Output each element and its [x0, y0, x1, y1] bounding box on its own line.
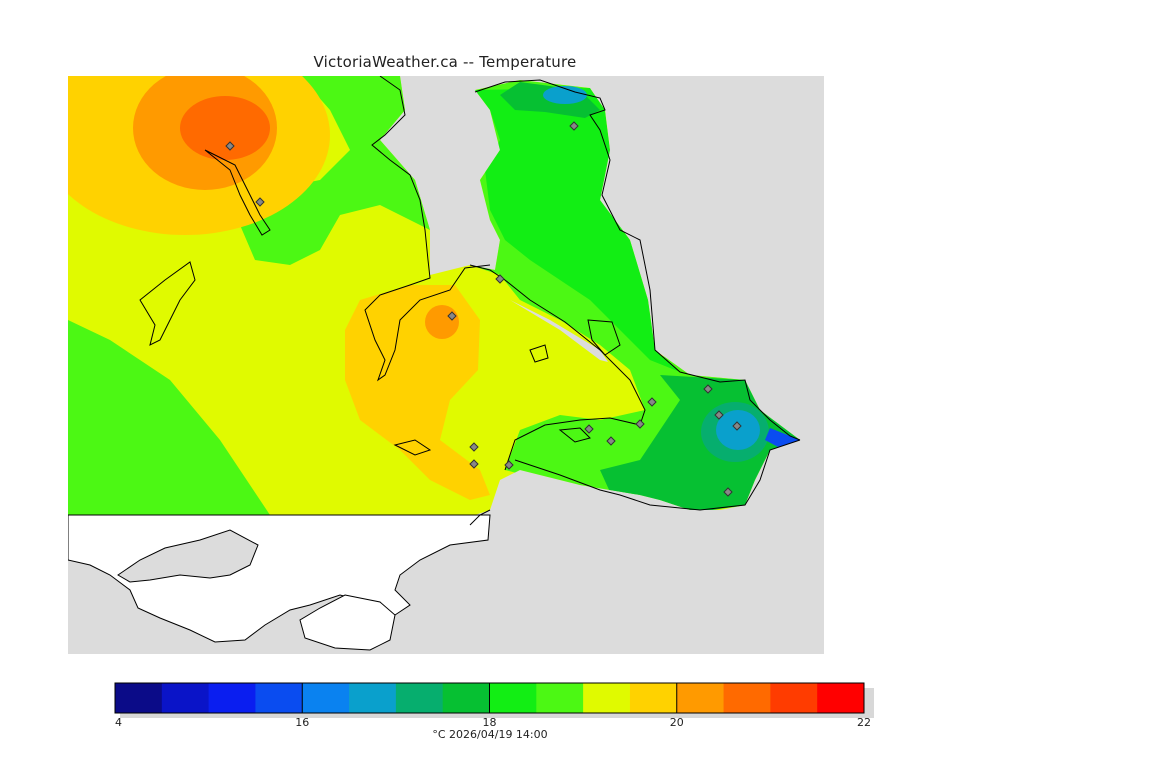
colorbar-swatch [208, 683, 256, 713]
station-marker [635, 419, 645, 429]
colorbar-swatch [115, 683, 163, 713]
station-marker [723, 487, 733, 497]
colorbar-swatch [629, 683, 678, 713]
station-marker [225, 141, 235, 151]
southern-inlet [117, 529, 259, 583]
colorbar-tick-label: 16 [295, 716, 309, 728]
station-marker [495, 274, 505, 284]
colorbar-swatch [676, 683, 725, 713]
station-marker [469, 442, 479, 452]
station-marker [569, 121, 579, 131]
colorbar-swatch [255, 683, 303, 713]
colorbar-caption: °C 2026/04/19 14:00 [432, 728, 548, 741]
colorbar-swatch [770, 683, 818, 713]
station-marker [647, 397, 657, 407]
station-marker [504, 460, 514, 470]
station-marker [255, 197, 265, 207]
colorbar-swatch [489, 683, 537, 713]
station-marker [447, 311, 457, 321]
colorbar-swatch [536, 683, 584, 713]
colorbar-tick-label: 22 [857, 716, 871, 728]
colorbar-tick-label: 14 [114, 716, 122, 728]
colorbar-swatch [161, 683, 210, 713]
station-marker [714, 410, 724, 420]
colorbar-swatch [302, 683, 350, 713]
station-marker [584, 424, 594, 434]
station-markers [225, 121, 742, 497]
southern-bay [299, 594, 396, 651]
colorbar-swatch [442, 683, 490, 713]
colorbar-swatch [583, 683, 631, 713]
coastlines [139, 76, 801, 526]
map-title: VictoriaWeather.ca -- Temperature [313, 53, 577, 71]
colorbar-swatch [817, 683, 865, 713]
temperature-colorbar: 14 16 18 20 22 [114, 682, 874, 728]
colorbar-tick-label: 18 [483, 716, 497, 728]
colorbar-swatch [349, 683, 397, 713]
temperature-map[interactable] [68, 76, 824, 654]
colorbar-tick-label: 20 [670, 716, 684, 728]
station-marker [469, 459, 479, 469]
station-marker [703, 384, 713, 394]
colorbar-swatch [723, 683, 771, 713]
station-marker [732, 421, 742, 431]
colorbar-swatch [395, 683, 444, 713]
station-marker [606, 436, 616, 446]
